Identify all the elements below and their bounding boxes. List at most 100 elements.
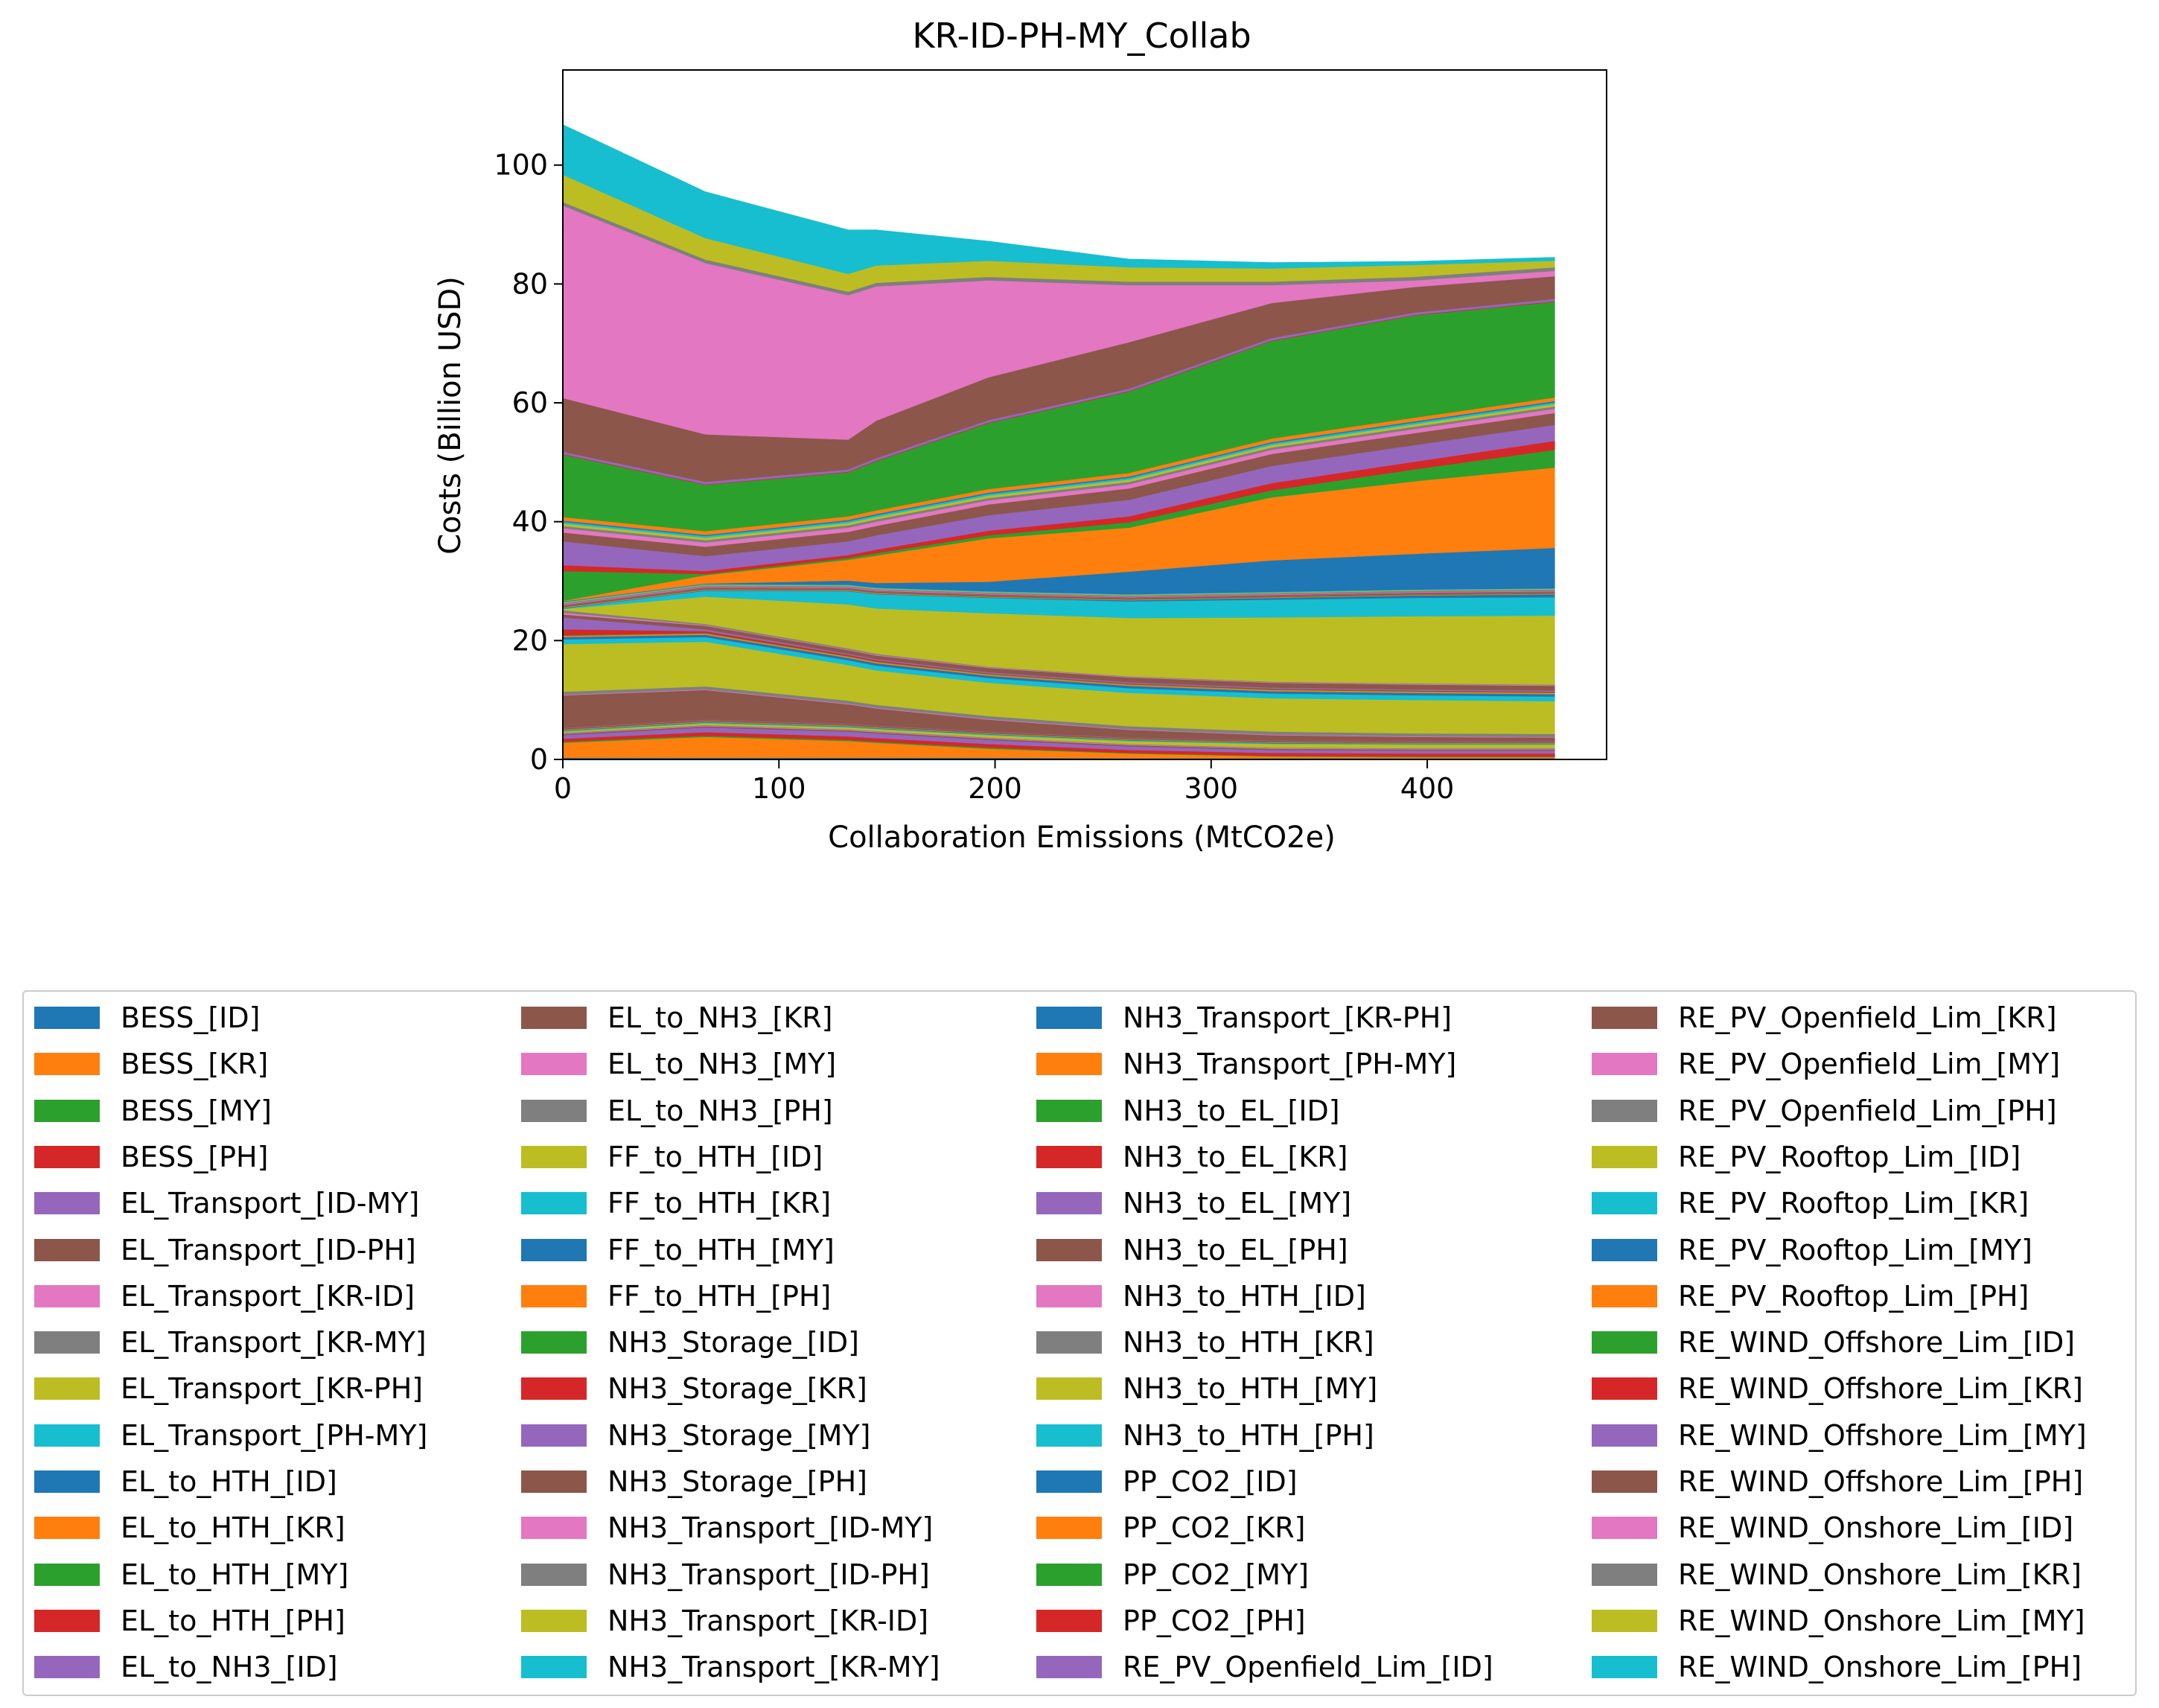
legend-swatch [521,1284,587,1307]
y-tick-label-1: 20 [512,624,548,657]
legend-label: NH3_Transport_[KR-MY] [607,1651,940,1684]
legend-label: EL_Transport_[ID-PH] [121,1233,416,1266]
legend-label: NH3_to_EL_[KR] [1123,1140,1348,1173]
legend-label: EL_to_NH3_[MY] [607,1048,837,1081]
legend: BESS_[ID] BESS_[KR] BESS_[MY] BESS_[PH] EL_T… [22,990,2137,1696]
legend-label: NH3_Transport_[ID-PH] [607,1558,930,1591]
legend-swatch [34,1656,100,1679]
legend-label: FF_to_HTH_[PH] [607,1279,832,1313]
legend-label: EL_to_NH3_[PH] [607,1094,833,1127]
legend-label: RE_WIND_Offshore_Lim_[PH] [1678,1465,2084,1498]
legend-label: BESS_[PH] [121,1140,269,1173]
area-series-layer [562,124,1555,760]
stacked-area-chart: 0 100 200 300 400 0 20 40 60 80 100 KR-ID-PH-MY_Co… [433,16,1607,855]
legend-swatch [1592,1053,1657,1076]
legend-swatch [1036,1053,1102,1076]
x-tick-label-1: 100 [752,772,806,805]
legend-swatch [521,1656,587,1679]
legend-swatch [1036,1145,1102,1168]
legend-label: NH3_to_EL_[ID] [1123,1094,1340,1127]
legend-label: EL_to_HTH_[ID] [121,1465,337,1498]
legend-label: NH3_to_HTH_[KR] [1123,1326,1374,1360]
legend-swatch [1592,1424,1657,1447]
legend-label: RE_WIND_Onshore_Lim_[MY] [1678,1604,2085,1637]
legend-swatch [1592,1517,1657,1540]
legend-label: NH3_to_HTH_[PH] [1123,1418,1374,1452]
legend-label: RE_PV_Openfield_Lim_[ID] [1123,1651,1493,1684]
x-tick-label-2: 200 [968,772,1022,805]
legend-label: NH3_Transport_[PH-MY] [1123,1048,1457,1081]
legend-swatch [1036,1656,1102,1679]
legend-label: RE_WIND_Offshore_Lim_[ID] [1678,1326,2076,1360]
legend-label: EL_to_HTH_[KR] [121,1511,345,1545]
legend-label: RE_PV_Openfield_Lim_[MY] [1678,1048,2061,1081]
legend-label: BESS_[KR] [121,1048,269,1081]
legend-label: BESS_[ID] [121,1001,261,1034]
legend-label: PP_CO2_[MY] [1123,1558,1310,1591]
legend-label: RE_WIND_Onshore_Lim_[PH] [1678,1651,2082,1684]
legend-swatch [34,1331,100,1354]
legend-swatch [1592,1007,1657,1029]
legend-swatch [34,1609,100,1632]
legend-swatch [1036,1609,1102,1632]
legend-swatch [521,1424,587,1447]
y-axis-label: Costs (Billion USD) [433,276,468,555]
legend-label: EL_Transport_[KR-MY] [121,1326,427,1360]
legend-swatch [521,1053,587,1076]
legend-label: RE_WIND_Offshore_Lim_[MY] [1678,1418,2087,1452]
legend-swatch [1592,1145,1657,1168]
legend-label: FF_to_HTH_[ID] [607,1140,823,1173]
legend-swatch [34,1145,100,1168]
legend-swatch [34,1053,100,1076]
legend-label: EL_Transport_[PH-MY] [121,1418,428,1452]
x-tick-label-4: 400 [1400,772,1455,805]
legend-swatch [521,1099,587,1122]
legend-swatch [1036,1331,1102,1354]
legend-label: NH3_to_HTH_[MY] [1123,1372,1378,1406]
legend-swatch [34,1563,100,1586]
legend-swatch [1036,1470,1102,1493]
legend-swatch [1036,1238,1102,1261]
legend-swatch [1592,1192,1657,1215]
legend-label: RE_PV_Rooftop_Lim_[KR] [1678,1187,2029,1220]
legend-label: BESS_[MY] [121,1094,272,1127]
legend-label: NH3_Storage_[ID] [607,1326,859,1360]
legend-label: RE_WIND_Onshore_Lim_[ID] [1678,1511,2074,1545]
x-axis-label: Collaboration Emissions (MtCO2e) [828,820,1336,855]
legend-swatch [34,1424,100,1447]
y-tick-label-2: 40 [512,506,548,538]
legend-swatch [1036,1284,1102,1307]
legend-label: RE_PV_Rooftop_Lim_[ID] [1678,1140,2021,1173]
legend-label: PP_CO2_[ID] [1123,1465,1298,1498]
legend-label: NH3_Transport_[KR-PH] [1123,1001,1452,1034]
chart-title: KR-ID-PH-MY_Collab [912,16,1251,56]
y-tick-label-3: 60 [512,386,548,419]
legend-swatch [521,1377,587,1401]
legend-label: EL_to_NH3_[ID] [121,1651,338,1684]
legend-label: EL_to_HTH_[MY] [121,1558,349,1591]
legend-label: RE_WIND_Onshore_Lim_[KR] [1678,1558,2082,1591]
legend-swatch [521,1609,587,1632]
legend-swatch [1036,1099,1102,1122]
legend-swatch [1592,1099,1657,1122]
legend-label: PP_CO2_[PH] [1123,1604,1306,1637]
legend-swatch [1592,1656,1657,1679]
legend-label: RE_PV_Openfield_Lim_[PH] [1678,1094,2057,1127]
legend-swatch [1036,1377,1102,1401]
legend-swatch [34,1007,100,1029]
legend-swatch [521,1007,587,1029]
legend-label: EL_Transport_[KR-ID] [121,1279,415,1313]
legend-swatch [34,1517,100,1540]
legend-label: NH3_to_HTH_[ID] [1123,1279,1366,1313]
legend-swatch [34,1377,100,1401]
legend-swatch [521,1470,587,1493]
legend-swatch [1592,1331,1657,1354]
legend-label: EL_to_NH3_[KR] [607,1001,833,1034]
legend-label: NH3_Storage_[MY] [607,1418,871,1452]
legend-swatch [1592,1284,1657,1307]
legend-label: NH3_Transport_[ID-MY] [607,1511,934,1545]
y-tick-label-5: 100 [494,149,548,182]
plot-frame [562,69,1607,760]
legend-swatch [1036,1007,1102,1029]
legend-label: NH3_Storage_[PH] [607,1465,867,1498]
